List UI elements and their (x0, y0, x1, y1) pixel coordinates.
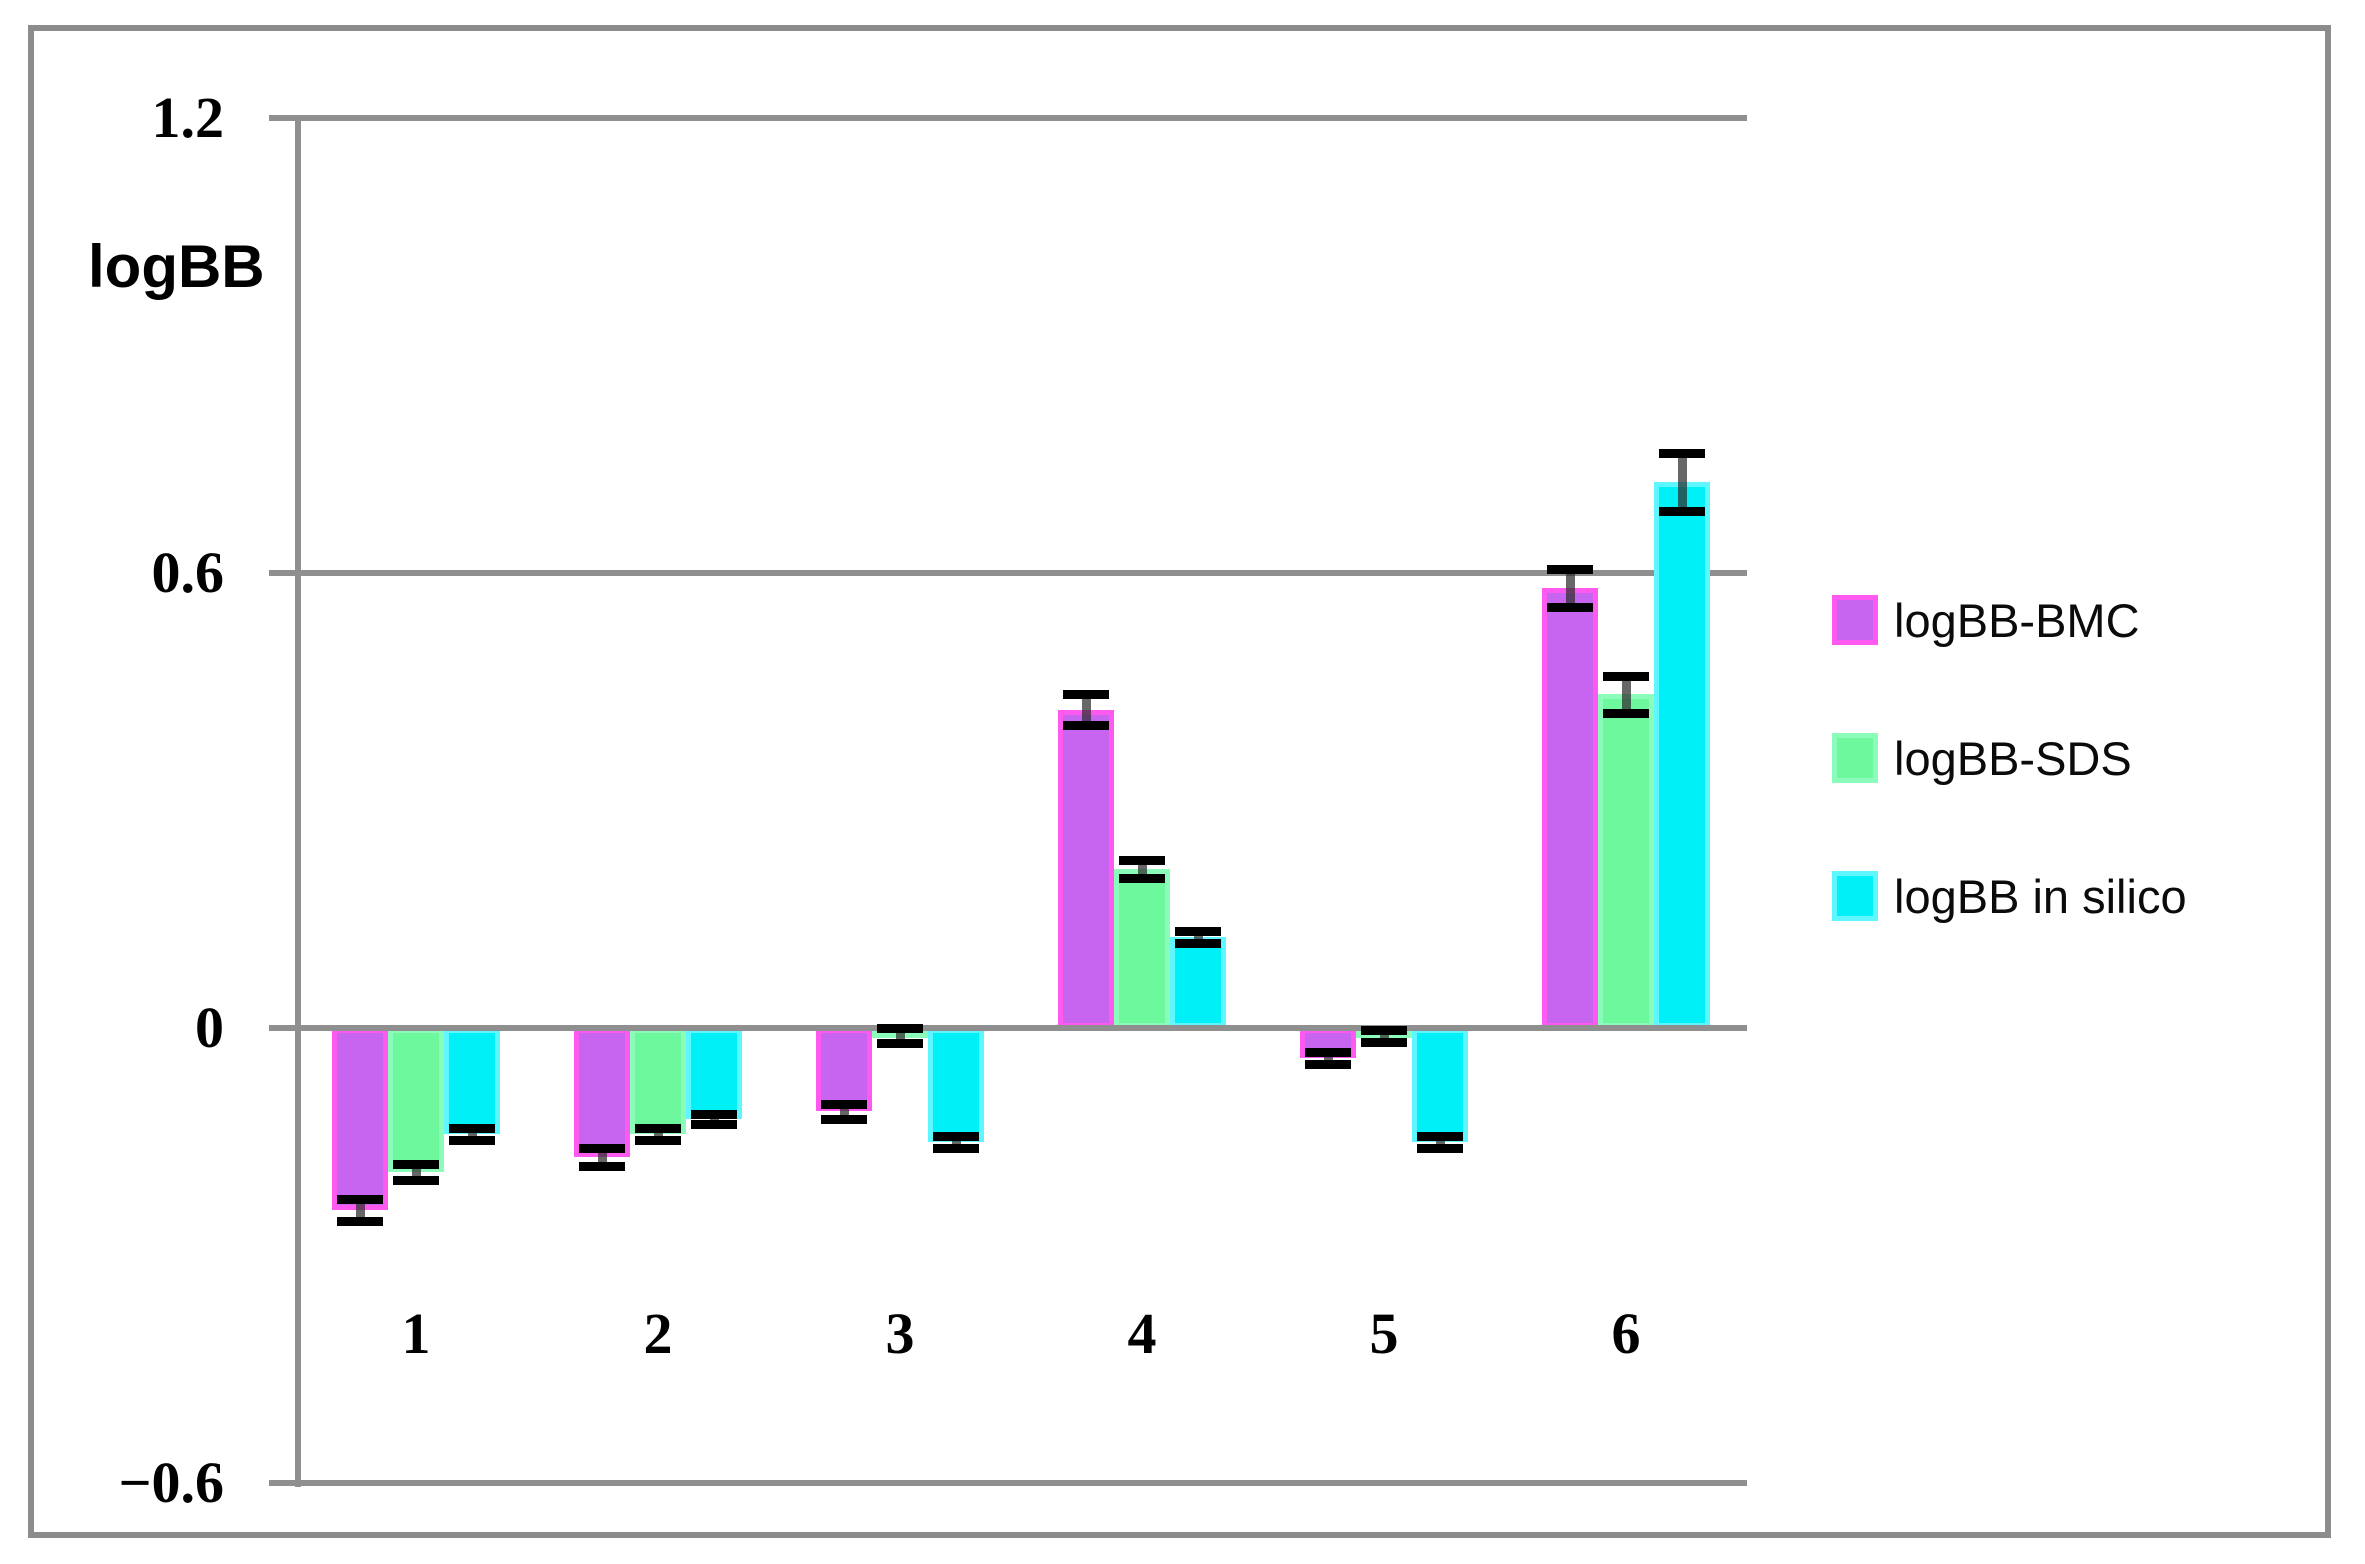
bar-logBB-SDS-cat4 (1114, 868, 1170, 1028)
legend-swatch-icon (1832, 595, 1878, 645)
x-category-label: 4 (1127, 1301, 1157, 1366)
x-category-label: 2 (643, 1301, 673, 1366)
error-bar-cap-top (877, 1024, 923, 1033)
error-bar-cap-bottom (635, 1136, 681, 1146)
error-bar-stem (1379, 1029, 1389, 1042)
bar-logBB-BMC-cat1 (332, 1028, 388, 1210)
bar-logBB in silico-cat2 (686, 1028, 742, 1119)
x-category-label: 6 (1611, 1301, 1641, 1366)
y-tick-label: 0.6 (151, 540, 225, 606)
error-bar-stem (1621, 676, 1631, 713)
error-bar-cap-top (821, 1099, 867, 1109)
error-bar-cap-bottom (449, 1136, 495, 1146)
error-bar-cap-top (393, 1160, 439, 1170)
error-bar-stem (597, 1147, 607, 1166)
bar-logBB in silico-cat3 (928, 1028, 984, 1142)
bar-logBB-SDS-cat2 (630, 1028, 686, 1135)
gridline-0.6 (269, 570, 1747, 577)
error-bar-stem (1565, 569, 1575, 608)
error-bar-cap-bottom (691, 1119, 737, 1129)
error-bar-stem (951, 1135, 961, 1148)
error-bar-cap-bottom (337, 1217, 383, 1227)
bar-logBB in silico-cat4 (1170, 937, 1226, 1028)
error-bar-cap-top (337, 1194, 383, 1204)
error-bar-stem (411, 1164, 421, 1180)
error-bar-stem (1435, 1135, 1445, 1148)
gridline-1.2 (269, 115, 1747, 122)
bar-logBB in silico-cat1 (444, 1028, 500, 1135)
legend-swatch-icon (1832, 871, 1878, 921)
error-bar-cap-top (1547, 565, 1593, 575)
x-category-label: 5 (1369, 1301, 1399, 1366)
bar-logBB-SDS-cat6 (1598, 694, 1654, 1028)
error-bar-cap-top (1119, 855, 1165, 865)
error-bar-stem (355, 1198, 365, 1222)
error-bar-cap-bottom (1659, 507, 1705, 517)
bar-logBB-BMC-cat2 (574, 1028, 630, 1157)
bar-logBB-BMC-cat6 (1542, 588, 1598, 1028)
error-bar-stem (839, 1103, 849, 1119)
error-bar-stem (653, 1128, 663, 1141)
y-tick-label: −0.6 (118, 1449, 224, 1515)
error-bar-cap-top (1417, 1131, 1463, 1141)
error-bar-stem (1193, 930, 1203, 944)
x-category-label: 3 (885, 1301, 915, 1366)
error-bar-cap-bottom (1119, 873, 1165, 883)
error-bar-cap-bottom (1305, 1060, 1351, 1070)
error-bar-stem (1137, 859, 1147, 878)
gridline-−0.6 (269, 1479, 1747, 1486)
bar-logBB in silico-cat6 (1654, 482, 1710, 1028)
error-bar-cap-top (449, 1124, 495, 1134)
figure-border (28, 25, 2331, 1538)
legend-item: logBB-BMC (1832, 592, 2140, 648)
error-bar-stem (467, 1128, 477, 1141)
error-bar-cap-bottom (933, 1143, 979, 1153)
error-bar-cap-top (1175, 926, 1221, 936)
error-bar-cap-bottom (1361, 1037, 1407, 1047)
error-bar-stem (1081, 694, 1091, 725)
error-bar-cap-bottom (1603, 708, 1649, 718)
y-axis-line (295, 115, 301, 1487)
error-bar-cap-top (933, 1131, 979, 1141)
error-bar-cap-top (691, 1110, 737, 1120)
error-bar-cap-bottom (821, 1114, 867, 1124)
legend-swatch-icon (1832, 733, 1878, 783)
error-bar-cap-top (1305, 1048, 1351, 1058)
error-bar-cap-top (1361, 1025, 1407, 1035)
x-category-label: 1 (401, 1301, 431, 1366)
error-bar-cap-top (1603, 672, 1649, 682)
y-tick-label: 1.2 (151, 85, 225, 151)
bar-logBB-BMC-cat4 (1058, 709, 1114, 1028)
error-bar-cap-bottom (877, 1039, 923, 1049)
bar-logBB in silico-cat5 (1412, 1028, 1468, 1142)
bar-logBB-SDS-cat1 (388, 1028, 444, 1173)
error-bar-cap-bottom (1417, 1143, 1463, 1153)
error-bar-cap-top (1063, 690, 1109, 700)
y-axis-title: logBB (88, 233, 265, 300)
error-bar-stem (895, 1028, 905, 1044)
zero-gridline (269, 1025, 1747, 1031)
error-bar-stem (1677, 453, 1687, 512)
legend-label: logBB-BMC (1894, 593, 2140, 647)
error-bar-cap-top (579, 1143, 625, 1153)
legend-item: logBB-SDS (1832, 730, 2132, 786)
error-bar-cap-bottom (1547, 603, 1593, 613)
error-bar-cap-bottom (1063, 720, 1109, 730)
error-bar-cap-top (635, 1124, 681, 1134)
legend-item: logBB in silico (1832, 868, 2187, 924)
error-bar-cap-bottom (393, 1175, 439, 1185)
legend-label: logBB-SDS (1894, 731, 2132, 785)
y-tick-label: 0 (195, 995, 224, 1060)
error-bar-stem (1323, 1052, 1333, 1065)
error-bar-cap-bottom (579, 1161, 625, 1171)
error-bar-cap-bottom (1175, 939, 1221, 949)
legend-label: logBB in silico (1894, 869, 2187, 923)
error-bar-cap-top (1659, 449, 1705, 459)
